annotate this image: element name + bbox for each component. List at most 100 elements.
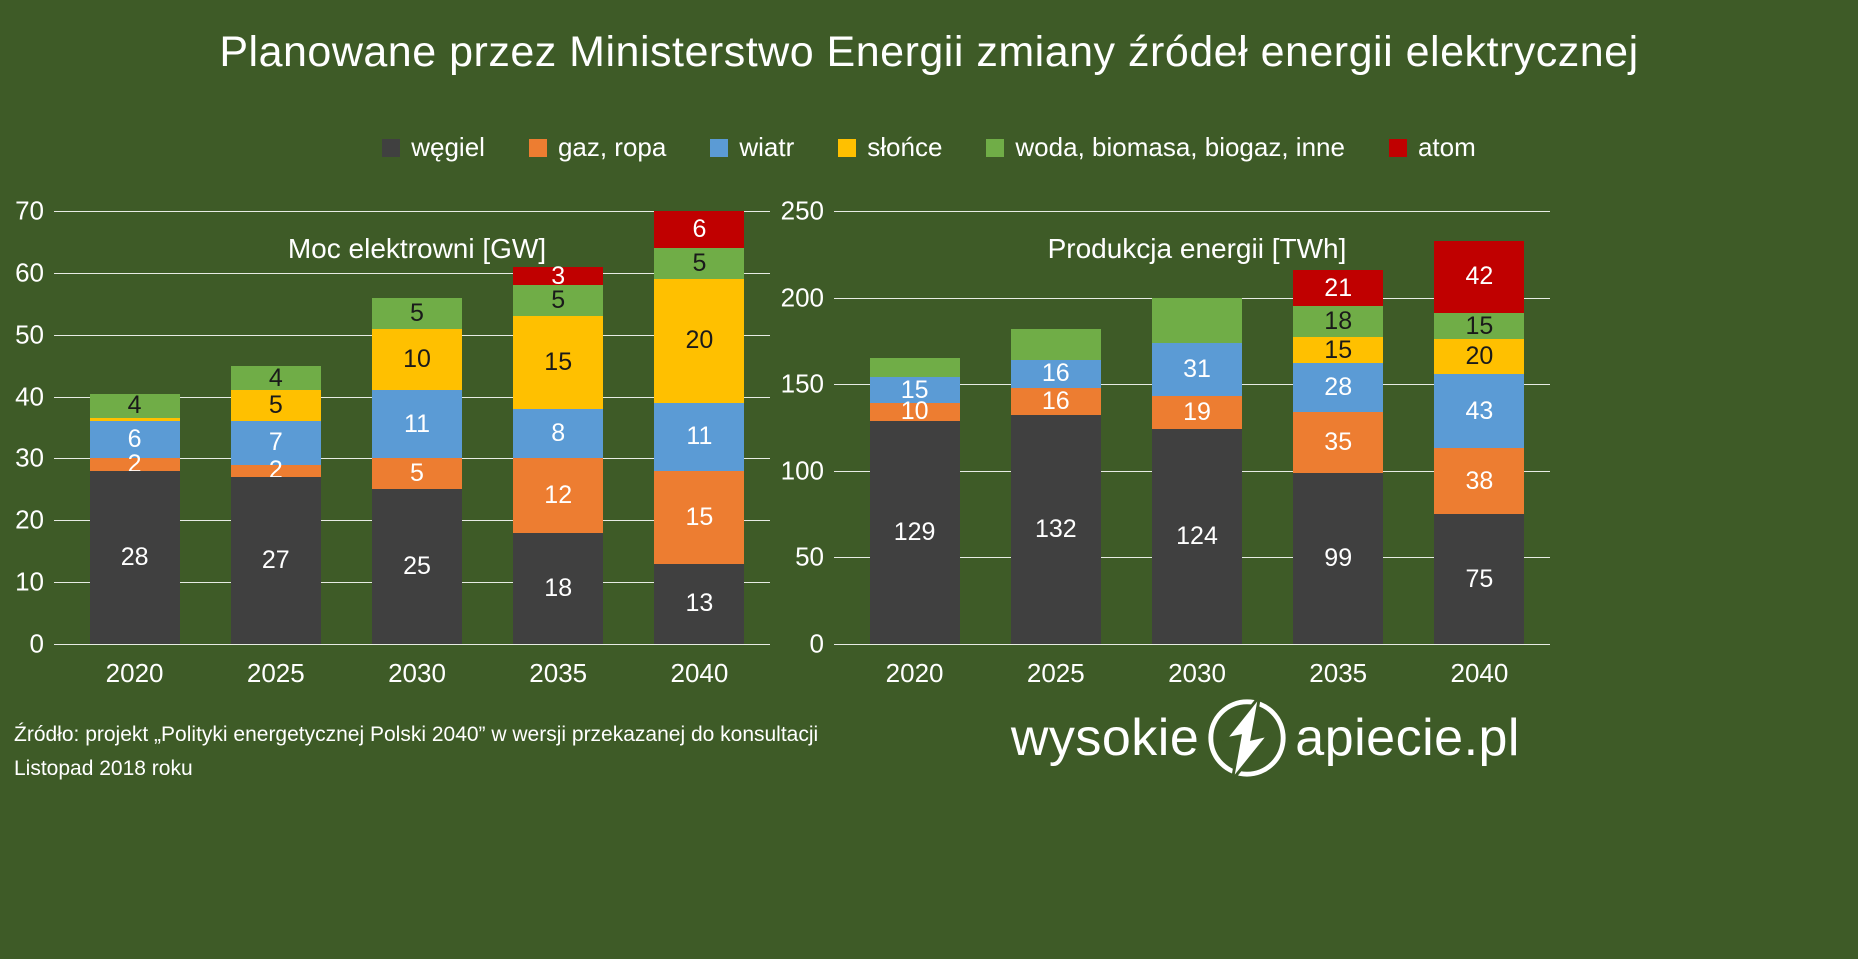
segment-value-label: 28 [120, 542, 149, 571]
segment-value-label: 124 [1176, 522, 1218, 551]
segment-gaz-ropa: 35 [1293, 411, 1384, 473]
segment-s-o-ce: 15 [1293, 335, 1384, 364]
segment-woda-biomasa-biogaz-inne: 5 [513, 285, 604, 317]
legend-label: atom [1417, 132, 1476, 162]
stacked-bar-2025: 27 2 7 5 4 [230, 365, 321, 644]
segment-wiatr: 7 [230, 421, 321, 465]
segment-wiatr: 28 [1293, 363, 1384, 412]
y-tick-label: 250 [780, 195, 824, 226]
segment-wiatr: 43 [1434, 373, 1525, 449]
segment-w-giel: 99 [1293, 472, 1384, 644]
segment-wiatr: 11 [654, 402, 745, 471]
segment-value-label: 13 [685, 589, 714, 618]
segment-gaz-ropa: 16 [1010, 387, 1101, 416]
bar-slot-2040: 13 15 11 20 5 6 [629, 211, 770, 644]
segment-wiatr: 31 [1152, 342, 1242, 397]
stacked-bar-2020: 129 10 15 [869, 358, 960, 644]
segment-value-label: 6 [692, 215, 707, 244]
y-tick-label: 0 [29, 628, 44, 659]
page-title: Planowane przez Ministerstwo Energii zmi… [219, 28, 1639, 76]
segment-wiatr: 11 [372, 390, 462, 459]
segment-gaz-ropa: 38 [1434, 448, 1525, 515]
legend-item-wegiel: węgiel [382, 132, 485, 163]
segment-gaz-ropa: 19 [1152, 396, 1242, 430]
x-axis: 2020 2025 2030 2035 2040 [844, 658, 1550, 689]
y-tick-label: 50 [15, 319, 44, 350]
chart-title: Produkcja energii [TWh] [1047, 233, 1347, 264]
segment-woda-biomasa-biogaz-inne: 4 [230, 365, 321, 391]
segment-value-label: 129 [893, 517, 936, 546]
stacked-bar-2040: 13 15 11 20 5 6 [654, 211, 745, 644]
legend-swatch-wegiel [382, 138, 401, 157]
source-line-1: Źródło: projekt „Polityki energetycznej … [14, 723, 819, 746]
bar-slot-2035: 18 12 8 15 5 3 [488, 211, 629, 644]
segment-value-label: 5 [692, 249, 707, 278]
segment-value-label: 4 [127, 391, 142, 420]
segment-atom: 6 [654, 211, 745, 249]
segment-value-label: 16 [1041, 359, 1070, 388]
bar-slot-2030: 124 19 31 [1126, 211, 1267, 644]
y-tick-label: 70 [15, 195, 44, 226]
bar-slot-2040: 75 38 43 20 15 42 [1409, 211, 1550, 644]
x-tick-label: 2025 [1026, 658, 1085, 688]
segment-value-label: 21 [1324, 273, 1353, 302]
gridline [834, 211, 1550, 212]
x-tick-label: 2020 [105, 658, 164, 688]
legend-label: słońce [867, 132, 943, 162]
y-tick-label: 150 [780, 368, 824, 399]
source-line-2: Listopad 2018 roku [14, 757, 193, 780]
gridline [54, 644, 770, 645]
segment-woda-biomasa-biogaz-inne: 18 [1293, 306, 1384, 338]
chart-title: Moc elektrowni [GW] [287, 233, 547, 264]
y-tick-label: 40 [15, 381, 44, 412]
plot-area: 129 10 15 132 16 16 124 19 31 99 35 28 15 18 21 75 38 43 2… [834, 211, 1550, 645]
segment-atom: 21 [1293, 269, 1384, 307]
y-tick-label: 200 [780, 282, 824, 313]
legend-swatch-atom [1388, 138, 1407, 157]
y-tick-label: 0 [809, 628, 824, 659]
y-axis: 0 50 100 150 200 250 [780, 196, 832, 659]
segment-value-label: 5 [410, 459, 424, 488]
segment-s-o-ce [89, 418, 180, 422]
segment-woda-biomasa-biogaz-inne: 15 [1434, 313, 1525, 340]
legend-label: węgiel [411, 132, 485, 162]
bar-slot-2030: 25 5 11 10 5 [346, 211, 487, 644]
legend-swatch-gaz-ropa [528, 138, 547, 157]
gridline [834, 644, 1550, 645]
segment-s-o-ce: 20 [1434, 339, 1525, 374]
segment-value-label: 27 [261, 546, 290, 574]
segment-value-label: 3 [551, 261, 566, 290]
segment-value-label: 15 [1324, 335, 1353, 364]
segment-value-label: 11 [404, 409, 430, 438]
segment-atom: 42 [1434, 240, 1525, 314]
segment-woda-biomasa-biogaz-inne: 5 [654, 248, 745, 280]
segment-value-label: 38 [1465, 466, 1494, 495]
segment-woda-biomasa-biogaz-inne [869, 358, 960, 378]
segment-wiatr: 16 [1010, 359, 1101, 388]
stacked-bar-2040: 75 38 43 20 15 42 [1434, 240, 1525, 644]
segment-value-label: 6 [127, 425, 142, 454]
segment-wiatr: 8 [513, 408, 604, 459]
segment-value-label: 19 [1183, 398, 1211, 427]
segment-gaz-ropa: 15 [654, 470, 745, 564]
segment-woda-biomasa-biogaz-inne [1152, 297, 1242, 343]
segment-gaz-ropa: 10 [869, 399, 960, 424]
stacked-bar-2035: 99 35 28 15 18 21 [1293, 269, 1384, 644]
segment-wiatr: 6 [89, 421, 180, 459]
source-note: Źródło: projekt „Polityki energetycznej … [14, 718, 818, 786]
x-tick-label: 2040 [670, 658, 729, 688]
segment-value-label: 18 [1324, 307, 1353, 336]
segment-s-o-ce: 10 [372, 328, 462, 391]
segment-woda-biomasa-biogaz-inne: 4 [89, 391, 180, 420]
x-tick-label: 2030 [388, 658, 446, 688]
segment-value-label: 28 [1324, 373, 1353, 402]
segment-w-giel: 129 [869, 420, 960, 644]
bar-slot-2025: 27 2 7 5 4 [205, 211, 346, 644]
logo-lightning-icon [1208, 695, 1286, 781]
bar-slot-2020: 28 2 6 4 [64, 211, 205, 644]
segment-gaz-ropa: 2 [230, 458, 321, 483]
x-tick-label: 2035 [1309, 658, 1368, 688]
segment-value-label: 2 [127, 450, 142, 479]
bar-slot-2025: 132 16 16 [985, 211, 1126, 644]
logo-wysokienapiecie: wysokie apiecie.pl [1011, 692, 1520, 784]
